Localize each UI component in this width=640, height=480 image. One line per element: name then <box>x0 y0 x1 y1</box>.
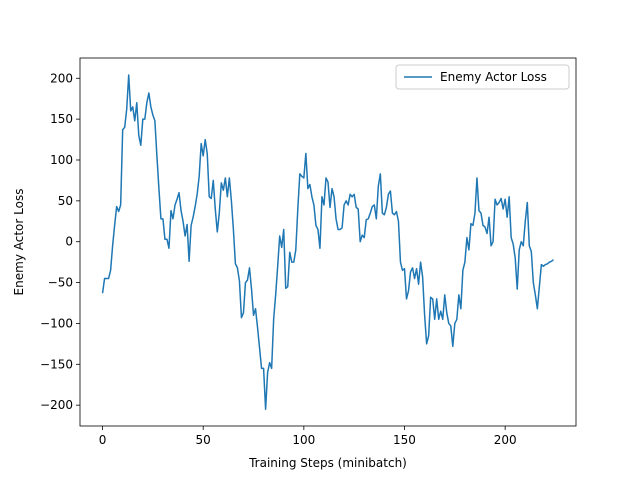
y-tick-label: 150 <box>50 112 73 126</box>
x-axis-label: Training Steps (minibatch) <box>248 456 407 470</box>
axes-frame <box>79 57 577 427</box>
legend-label: Enemy Actor Loss <box>440 70 547 84</box>
y-tick-label: −200 <box>40 398 73 412</box>
x-tick-label: 200 <box>494 433 517 447</box>
y-tick-label: −50 <box>48 276 73 290</box>
x-tick-label: 100 <box>292 433 315 447</box>
y-tick-label: 0 <box>65 235 73 249</box>
y-tick-label: −100 <box>40 316 73 330</box>
y-tick-label: 50 <box>58 194 73 208</box>
x-tick-label: 0 <box>99 433 107 447</box>
y-tick-label: 100 <box>50 153 73 167</box>
series-line <box>101 74 554 410</box>
y-axis-label: Enemy Actor Loss <box>12 189 26 296</box>
x-tick-label: 150 <box>393 433 416 447</box>
y-tick-label: 200 <box>50 71 73 85</box>
y-tick-label: −150 <box>40 357 73 371</box>
x-tick-label: 50 <box>196 433 211 447</box>
legend-box <box>395 64 570 90</box>
